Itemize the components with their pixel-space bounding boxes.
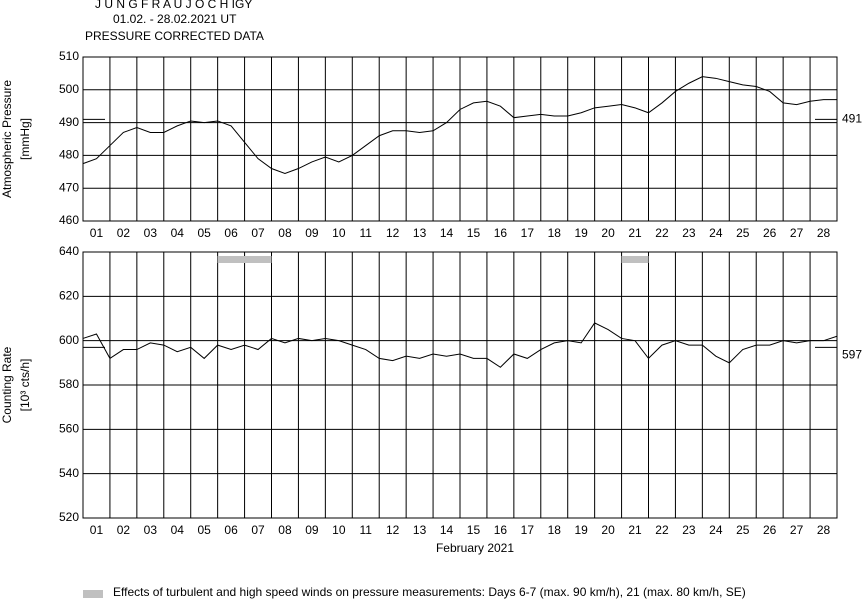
x-tick-label: 11 (360, 523, 373, 537)
x-tick-label: 03 (144, 226, 158, 240)
x-tick-label: 13 (413, 523, 427, 537)
x-tick-label: 07 (251, 523, 265, 537)
x-tick-label: 17 (521, 226, 535, 240)
x-tick-label: 20 (601, 226, 615, 240)
x-tick-label: 21 (628, 523, 642, 537)
reference-label: 597 (842, 347, 862, 361)
x-tick-label: 04 (171, 523, 185, 537)
y-tick-label: 520 (59, 510, 79, 524)
x-tick-label: 10 (332, 523, 346, 537)
x-tick-label: 19 (574, 523, 588, 537)
y-axis-title: Atmospheric Pressure (0, 80, 14, 198)
y-tick-label: 640 (59, 244, 79, 258)
y-tick-label: 500 (59, 82, 79, 96)
x-tick-label: 21 (628, 226, 642, 240)
x-tick-label: 26 (763, 523, 777, 537)
x-tick-label: 05 (197, 523, 211, 537)
chart-subtitle: 01.02. - 28.02.2021 UT (113, 12, 237, 26)
x-tick-label: 28 (817, 226, 831, 240)
x-tick-label: 15 (467, 523, 481, 537)
y-tick-label: 510 (59, 49, 79, 63)
x-tick-label: 09 (305, 523, 319, 537)
x-tick-label: 13 (413, 226, 427, 240)
x-tick-label: 06 (224, 523, 238, 537)
x-tick-label: 02 (117, 523, 131, 537)
x-tick-label: 26 (763, 226, 777, 240)
reference-label: 491 (842, 111, 862, 125)
x-tick-label: 03 (144, 523, 158, 537)
x-tick-label: 15 (467, 226, 481, 240)
x-tick-label: 12 (386, 523, 400, 537)
y-tick-label: 580 (59, 377, 79, 391)
chart-title: J U N G F R A U J O C H IGY (95, 0, 252, 11)
x-tick-label: 25 (736, 226, 750, 240)
legend-text: Effects of turbulent and high speed wind… (113, 585, 746, 599)
y-tick-label: 560 (59, 422, 79, 436)
x-tick-label: 17 (521, 523, 535, 537)
y-tick-label: 600 (59, 333, 79, 347)
x-tick-label: 14 (440, 226, 454, 240)
x-tick-label: 23 (682, 226, 696, 240)
x-tick-label: 14 (440, 523, 454, 537)
x-tick-label: 18 (548, 523, 562, 537)
x-tick-label: 04 (171, 226, 185, 240)
x-tick-label: 20 (601, 523, 615, 537)
chart-subtitle: PRESSURE CORRECTED DATA (85, 29, 264, 43)
y-tick-label: 620 (59, 289, 79, 303)
x-tick-label: 06 (224, 226, 238, 240)
x-tick-label: 27 (790, 523, 804, 537)
x-tick-label: 18 (548, 226, 562, 240)
x-tick-label: 07 (251, 226, 265, 240)
y-axis-title: [10³ cts/h] (18, 359, 32, 412)
data-line (82, 322, 838, 368)
x-tick-label: 12 (386, 226, 400, 240)
x-tick-label: 09 (305, 226, 319, 240)
x-tick-label: 27 (790, 226, 804, 240)
y-axis-title: [mmHg] (18, 118, 32, 160)
wind-highlight (217, 256, 272, 263)
y-tick-label: 470 (59, 180, 79, 194)
x-tick-label: 16 (494, 226, 508, 240)
x-tick-label: 24 (709, 226, 723, 240)
y-tick-label: 480 (59, 148, 79, 162)
y-tick-label: 460 (59, 213, 79, 227)
x-tick-label: 22 (655, 226, 669, 240)
wind-highlight (621, 256, 649, 263)
y-tick-label: 490 (59, 115, 79, 129)
legend-swatch (83, 590, 103, 598)
x-tick-label: 16 (494, 523, 508, 537)
x-tick-label: 01 (90, 523, 104, 537)
x-tick-label: 22 (655, 523, 669, 537)
x-tick-label: 23 (682, 523, 696, 537)
y-axis-title: Counting Rate (0, 346, 14, 423)
y-tick-label: 540 (59, 466, 79, 480)
x-tick-label: 19 (574, 226, 588, 240)
x-tick-label: 05 (197, 226, 211, 240)
x-tick-label: 08 (278, 226, 292, 240)
x-tick-label: 28 (817, 523, 831, 537)
x-tick-label: 11 (360, 226, 373, 240)
data-line (82, 76, 837, 174)
x-tick-label: 08 (278, 523, 292, 537)
x-axis-title: February 2021 (436, 541, 514, 555)
x-tick-label: 24 (709, 523, 723, 537)
x-tick-label: 02 (117, 226, 131, 240)
x-tick-label: 25 (736, 523, 750, 537)
x-tick-label: 10 (332, 226, 346, 240)
x-tick-label: 01 (90, 226, 104, 240)
